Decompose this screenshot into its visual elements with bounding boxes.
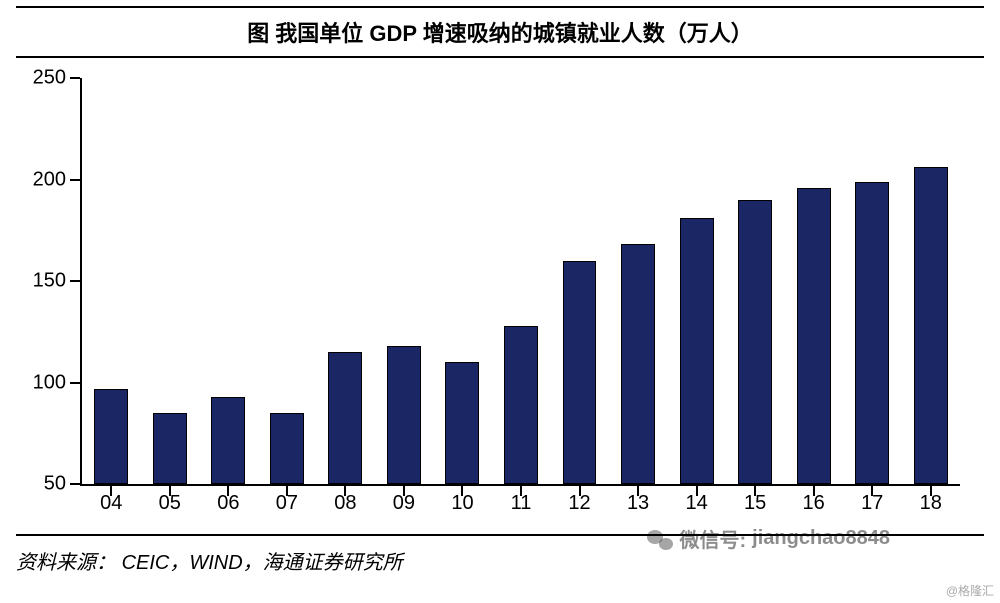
bar	[94, 389, 128, 484]
y-tick	[70, 483, 80, 485]
y-axis-label: 250	[33, 67, 66, 90]
wechat-watermark: 微信号: jiangchao8848	[647, 524, 890, 553]
x-axis-label: 15	[744, 492, 766, 515]
bars-container	[82, 78, 960, 484]
bar	[328, 352, 362, 484]
plot-region: 5010015020025004050607080910111213141516…	[80, 78, 960, 486]
y-axis-label: 150	[33, 270, 66, 293]
bar	[270, 413, 304, 484]
wechat-icon	[647, 528, 673, 550]
bar	[387, 346, 421, 484]
bar	[445, 362, 479, 484]
x-axis-label: 10	[451, 492, 473, 515]
x-axis-label: 07	[276, 492, 298, 515]
y-tick	[70, 77, 80, 79]
bar-chart: 5010015020025004050607080910111213141516…	[80, 78, 960, 516]
x-axis-label: 11	[511, 492, 532, 515]
x-axis-label: 09	[393, 492, 415, 515]
y-tick	[70, 280, 80, 282]
y-tick	[70, 382, 80, 384]
x-axis-label: 06	[217, 492, 239, 515]
y-axis-label: 50	[44, 473, 66, 496]
x-axis-label: 12	[568, 492, 590, 515]
bar	[797, 188, 831, 484]
bar	[621, 244, 655, 484]
bar	[211, 397, 245, 484]
x-axis-label: 14	[685, 492, 707, 515]
watermark-prefix: 微信号:	[679, 524, 746, 553]
x-axis-label: 16	[803, 492, 825, 515]
x-axis-label: 18	[920, 492, 942, 515]
x-axis-label: 17	[861, 492, 883, 515]
corner-mark: @格隆汇	[946, 582, 994, 599]
x-axis-label: 04	[100, 492, 122, 515]
bar	[914, 167, 948, 484]
bar	[563, 261, 597, 484]
source-text: CEIC，WIND，海通证券研究所	[122, 552, 403, 574]
bar	[738, 200, 772, 484]
bar	[855, 182, 889, 484]
x-axis-label: 05	[159, 492, 181, 515]
watermark-handle: jiangchao8848	[752, 527, 890, 550]
title-prefix: 图	[247, 16, 269, 48]
x-axis-label: 13	[627, 492, 649, 515]
x-axis-label: 08	[334, 492, 356, 515]
bar	[504, 326, 538, 484]
y-tick	[70, 179, 80, 181]
bar	[153, 413, 187, 484]
chart-title-bar: 图 我国单位 GDP 增速吸纳的城镇就业人数（万人）	[16, 6, 984, 58]
bar	[680, 218, 714, 484]
title-main: 我国单位 GDP 增速吸纳的城镇就业人数（万人）	[275, 16, 753, 48]
source-label: 资料来源：	[16, 552, 116, 574]
y-axis-label: 100	[33, 371, 66, 394]
y-axis-label: 200	[33, 168, 66, 191]
